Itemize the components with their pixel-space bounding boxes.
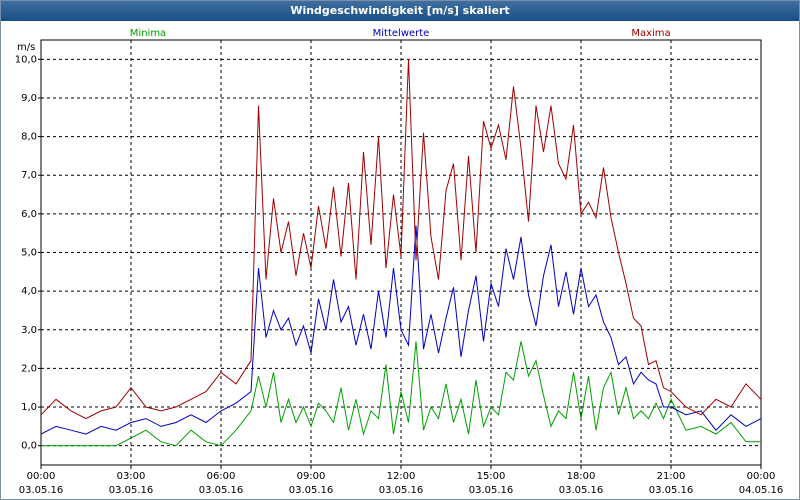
y-tick-label: 9,0 [21, 93, 37, 104]
x-tick-time-label: 15:00 [477, 471, 506, 482]
x-tick-time-label: 06:00 [207, 471, 236, 482]
legend-label-minima: Minima [130, 28, 166, 39]
x-tick-time-label: 21:00 [657, 471, 686, 482]
x-tick-time-label: 09:00 [297, 471, 326, 482]
legend-label-mittelwerte: Mittelwerte [373, 28, 430, 39]
series-lines [40, 59, 762, 447]
x-tick-time-label: 18:00 [567, 471, 596, 482]
y-tick-label: 4,0 [21, 286, 37, 297]
x-tick-time-label: 03:00 [117, 471, 146, 482]
y-tick-label: 6,0 [21, 209, 37, 220]
y-axis-label: m/s [17, 42, 35, 53]
x-tick-date-label: 03.05.16 [19, 485, 64, 496]
y-tick-label: 5,0 [21, 248, 37, 259]
x-tick-time-label: 00:00 [27, 471, 56, 482]
x-tick-date-label: 03.05.16 [289, 485, 334, 496]
y-tick-label: 1,0 [21, 402, 37, 413]
line-chart: 0,0 1,0 2,0 3,0 4,0 5,0 6,0 7,0 8,0 9,0 10,0 00:00… [15, 28, 784, 496]
x-tick-date-label: 03.05.16 [199, 485, 244, 496]
y-tick-label: 10,0 [15, 54, 37, 65]
x-tick-date-label: 03.05.16 [379, 485, 424, 496]
series-line-maxima [40, 59, 762, 420]
x-tick-time-label: 12:00 [387, 471, 416, 482]
y-tick-label: 2,0 [21, 363, 37, 374]
x-axis: 00:00 03.05.16 03:00 03.05.16 06:00 03.05.16 0… [19, 465, 784, 496]
y-tick-label: 0,0 [21, 441, 37, 452]
series-line-mittelwerte [40, 225, 762, 435]
x-tick-date-label: 03.05.16 [469, 485, 514, 496]
x-tick-time-label: 00:00 [747, 471, 776, 482]
x-tick-date-label: 03.05.16 [109, 485, 154, 496]
legend: Minima Mittelwerte Maxima [130, 28, 671, 39]
y-tick-label: 7,0 [21, 170, 37, 181]
series-line-minima [41, 341, 761, 447]
y-tick-label: 8,0 [21, 132, 37, 143]
chart-title: Windgeschwindigkeit [m/s] skaliert [1, 1, 799, 21]
x-tick-date-label: 03.05.16 [559, 485, 604, 496]
y-axis: 0,0 1,0 2,0 3,0 4,0 5,0 6,0 7,0 8,0 9,0 10,0 [15, 54, 41, 452]
y-tick-label: 3,0 [21, 325, 37, 336]
x-tick-date-label: 04.05.16 [739, 485, 784, 496]
x-tick-date-label: 03.05.16 [649, 485, 694, 496]
legend-label-maxima: Maxima [631, 28, 670, 39]
